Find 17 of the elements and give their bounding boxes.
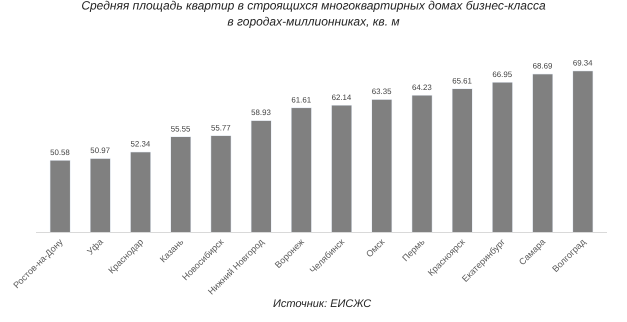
data-label: 63.35	[372, 87, 392, 96]
x-tick-label: Уфа	[85, 236, 105, 257]
data-label: 58.93	[251, 108, 272, 118]
data-label: 62.14	[332, 92, 352, 102]
annotation: Источник: ЕИСЖС	[273, 298, 372, 310]
data-label: 55.55	[170, 124, 192, 134]
data-label: 65.61	[452, 76, 472, 86]
chart-title: Средняя площадь квартир в строящихся многоквартирных домах бизнес-класса в городах-миллионниках, кв. м	[81, 0, 546, 28]
data-label: 52.34	[130, 140, 151, 149]
data-label: 69.34	[572, 58, 594, 68]
data-label: 55.77	[210, 123, 231, 132]
data-label: 64.23	[412, 82, 432, 92]
data-label: 61.61	[291, 95, 312, 104]
data-label: 66.95	[492, 70, 513, 79]
data-label: 50.58	[50, 148, 70, 158]
data-label: 50.97	[90, 146, 110, 156]
data-label: 68.69	[532, 62, 552, 71]
